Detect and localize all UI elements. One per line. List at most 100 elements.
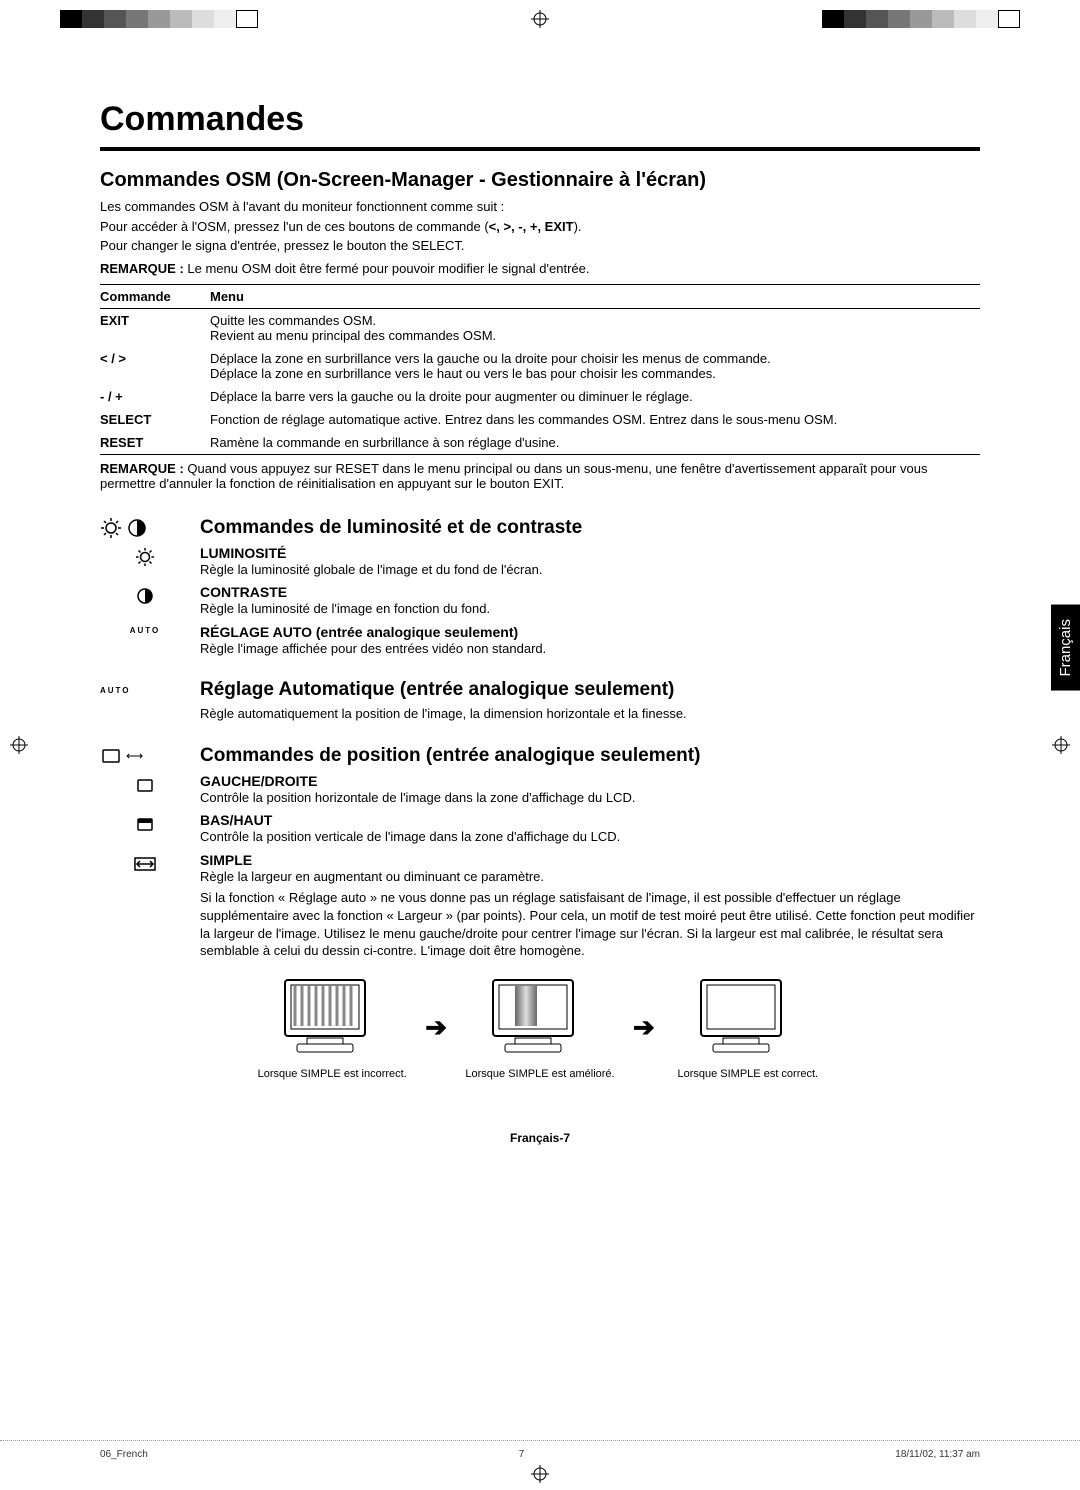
desc-cell: Fonction de réglage automatique active. … — [210, 408, 980, 431]
desc-cell: Déplace la barre vers la gauche ou la dr… — [210, 385, 980, 408]
subitem-desc: Contrôle la position verticale de l'imag… — [200, 828, 980, 846]
color-swatch — [236, 10, 258, 28]
footer-filename: 06_French — [100, 1449, 148, 1460]
monitor-diagram: Lorsque SIMPLE est incorrect. — [257, 974, 407, 1082]
auto-icon: AUTO — [100, 686, 131, 695]
subitem: LUMINOSITÉRègle la luminosité globale de… — [100, 545, 980, 579]
desc-cell: Quitte les commandes OSM.Revient au menu… — [210, 308, 980, 347]
intro-line-2: Pour accéder à l'OSM, pressez l'un de ce… — [100, 218, 980, 236]
adjust-icon: ⟷ — [126, 745, 154, 767]
col-commande: Commande — [100, 284, 210, 308]
auto-desc: Règle automatiquement la position de l'i… — [200, 705, 980, 723]
brightness-icon — [100, 545, 190, 579]
registration-mark-bottom — [531, 1465, 549, 1483]
color-swatch — [998, 10, 1020, 28]
monitor-diagram: Lorsque SIMPLE est correct. — [673, 974, 823, 1082]
subitem-title: SIMPLE — [200, 852, 980, 868]
section-brightness-heading: Commandes de luminosité et de contraste — [100, 517, 980, 539]
command-cell: < / > — [100, 347, 210, 385]
color-swatch — [932, 10, 954, 28]
subitem: GAUCHE/DROITEContrôle la position horizo… — [100, 773, 980, 807]
svg-text:⟷: ⟷ — [126, 749, 143, 763]
subitem-title: BAS/HAUT — [200, 812, 980, 828]
subitem-title: LUMINOSITÉ — [200, 545, 980, 561]
pos-icon — [100, 773, 190, 807]
command-cell: - / + — [100, 385, 210, 408]
color-swatch — [214, 10, 236, 28]
heading-brightness-contrast: Commandes de luminosité et de contraste — [200, 517, 582, 539]
brightness-icon — [100, 517, 122, 539]
color-swatch — [910, 10, 932, 28]
pos-v-icon — [100, 812, 190, 846]
arrow-icon: ➔ — [633, 1012, 655, 1043]
color-swatch — [170, 10, 192, 28]
heading-position: Commandes de position (entrée analogique… — [200, 745, 700, 767]
color-swatch — [60, 10, 82, 28]
print-marks-bottom — [0, 1460, 1080, 1490]
color-swatch — [148, 10, 170, 28]
auto-icon: AUTO — [100, 624, 190, 658]
language-tab: Français — [1051, 605, 1080, 691]
intro-line-3: Pour changer le signa d'entrée, pressez … — [100, 237, 980, 255]
table-row: RESETRamène la commande en surbrillance … — [100, 431, 980, 455]
remarque-2: REMARQUE : Quand vous appuyez sur RESET … — [100, 454, 980, 495]
remarque-row: REMARQUE : Quand vous appuyez sur RESET … — [100, 454, 980, 495]
col-menu: Menu — [210, 284, 980, 308]
monitor-caption: Lorsque SIMPLE est incorrect. — [257, 1068, 407, 1082]
footer-timestamp: 18/11/02, 11:37 am — [895, 1449, 980, 1460]
color-swatch — [82, 10, 104, 28]
page-title: Commandes — [100, 100, 980, 139]
table-row: - / +Déplace la barre vers la gauche ou … — [100, 385, 980, 408]
subitem: CONTRASTERègle la luminosité de l'image … — [100, 584, 980, 618]
command-cell: EXIT — [100, 308, 210, 347]
subitem-desc: Règle la luminosité de l'image en foncti… — [200, 600, 980, 618]
position-icon — [100, 745, 122, 767]
subitem: AUTO RÉGLAGE AUTO (entrée analogique seul… — [100, 624, 980, 658]
monitor-diagram-row: Lorsque SIMPLE est incorrect. ➔ Lorsque SI… — [100, 974, 980, 1082]
table-row: SELECTFonction de réglage automatique ac… — [100, 408, 980, 431]
desc-cell: Ramène la commande en surbrillance à son… — [210, 431, 980, 455]
subitem-title: RÉGLAGE AUTO (entrée analogique seulemen… — [200, 624, 980, 640]
section-auto-heading: AUTO Réglage Automatique (entrée analogi… — [100, 679, 980, 701]
color-bar-right — [822, 10, 1020, 28]
monitor-caption: Lorsque SIMPLE est correct. — [673, 1068, 823, 1082]
subitem-desc: Règle la luminosité globale de l'image e… — [200, 561, 980, 579]
section-osm-intro: Les commandes OSM à l'avant du moniteur … — [100, 198, 980, 255]
subitem-desc: Règle la largeur en augmentant ou diminu… — [200, 868, 980, 886]
subitem-desc: Règle l'image affichée pour des entrées … — [200, 640, 980, 658]
heading-auto: Réglage Automatique (entrée analogique s… — [200, 679, 674, 701]
page-number-label: Français-7 — [100, 1131, 980, 1145]
command-cell: SELECT — [100, 408, 210, 431]
color-swatch — [844, 10, 866, 28]
footer-page: 7 — [519, 1449, 525, 1460]
arrow-icon: ➔ — [425, 1012, 447, 1043]
color-swatch — [954, 10, 976, 28]
contrast-icon — [100, 584, 190, 618]
section-position-heading: ⟷ Commandes de position (entrée analogiq… — [100, 745, 980, 767]
subitem: SIMPLERègle la largeur en augmentant ou … — [100, 852, 980, 960]
commands-table: Commande Menu EXITQuitte les commandes O… — [100, 284, 980, 495]
document-footer: 06_French 7 18/11/02, 11:37 am — [0, 1440, 1080, 1460]
color-swatch — [822, 10, 844, 28]
color-swatch — [866, 10, 888, 28]
color-swatch — [126, 10, 148, 28]
width-icon — [100, 852, 190, 960]
monitor-caption: Lorsque SIMPLE est amélioré. — [465, 1068, 615, 1082]
subitem: BAS/HAUTContrôle la position verticale d… — [100, 812, 980, 846]
subitem-desc: Contrôle la position horizontale de l'im… — [200, 789, 980, 807]
desc-cell: Déplace la zone en surbrillance vers la … — [210, 347, 980, 385]
registration-mark-top — [531, 10, 549, 28]
print-marks-top — [0, 0, 1080, 40]
title-rule — [100, 147, 980, 151]
section-osm-heading: Commandes OSM (On-Screen-Manager - Gesti… — [100, 169, 980, 192]
command-cell: RESET — [100, 431, 210, 455]
contrast-icon — [126, 517, 148, 539]
page-content: Français Commandes Commandes OSM (On-Scr… — [0, 40, 1080, 1420]
remarque-1: REMARQUE : Le menu OSM doit être fermé p… — [100, 261, 980, 276]
subitem-extra: Si la fonction « Réglage auto » ne vous … — [200, 889, 980, 959]
color-swatch — [192, 10, 214, 28]
monitor-diagram: Lorsque SIMPLE est amélioré. — [465, 974, 615, 1082]
intro-line-1: Les commandes OSM à l'avant du moniteur … — [100, 198, 980, 216]
color-bar-left — [60, 10, 258, 28]
color-swatch — [888, 10, 910, 28]
